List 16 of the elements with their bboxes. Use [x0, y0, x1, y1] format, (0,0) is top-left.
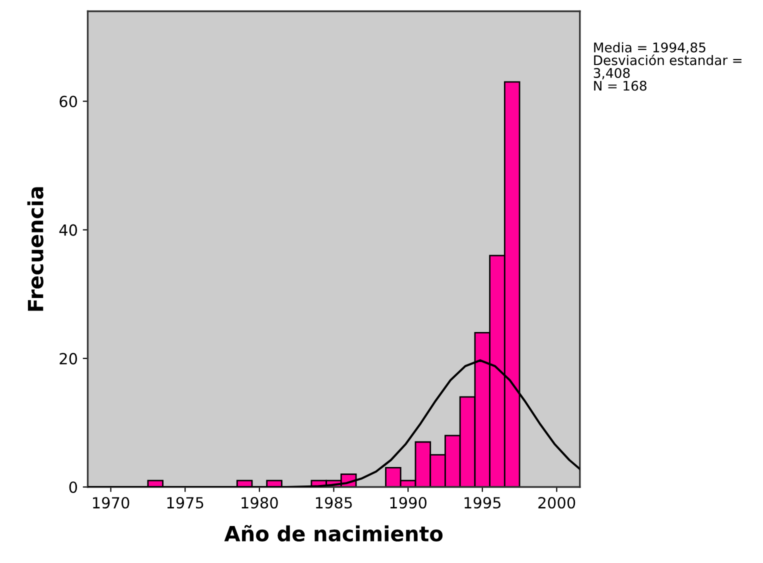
text: Desviación estandar = 3,408 — [594, 54, 742, 80]
y-tick-label: 40 — [59, 224, 78, 236]
text: N = 168 — [594, 80, 646, 91]
text: Media = 1994,85 — [594, 42, 706, 54]
x-tick-label: 1995 — [464, 496, 500, 509]
x-tick-label: 1970 — [93, 496, 130, 509]
y-tick-label: 0 — [69, 481, 78, 494]
y-tick-label: 60 — [60, 96, 78, 108]
y-axis-title: Frecuencia — [27, 187, 44, 311]
y-tick-label: 20 — [60, 352, 78, 364]
x-tick-label: 1980 — [242, 496, 278, 509]
x-axis-title: Año de nacimiento — [224, 525, 443, 542]
x-tick-label: 1985 — [316, 496, 352, 509]
x-tick-label: 1990 — [390, 496, 426, 509]
x-tick-label: 1975 — [167, 496, 204, 509]
x-tick-label: 2000 — [538, 496, 576, 509]
